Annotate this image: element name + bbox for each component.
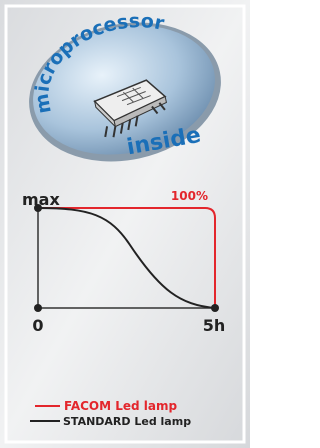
x-start-label: 0: [32, 316, 43, 335]
infographic: microprocessor inside max 100% 0 5h FACO…: [0, 0, 250, 448]
dot: [34, 304, 42, 312]
dot: [34, 204, 42, 212]
dot: [211, 304, 219, 312]
legend-label: FACOM Led lamp: [64, 399, 178, 413]
legend-label: STANDARD Led lamp: [63, 415, 191, 428]
peak-label: 100%: [171, 189, 208, 203]
x-end-label: 5h: [203, 316, 226, 335]
